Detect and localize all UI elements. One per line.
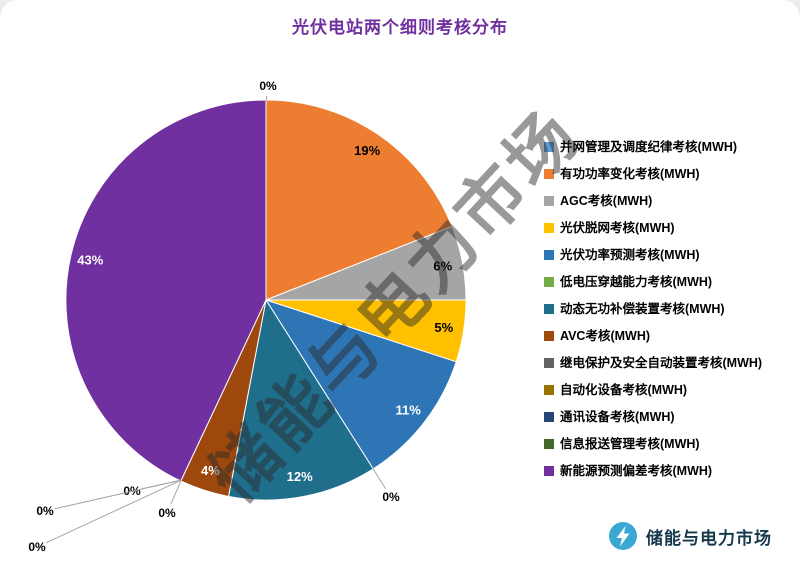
zero-slice-label: 0% <box>158 506 176 520</box>
legend-item: 信息报送管理考核(MWH) <box>544 438 794 451</box>
pie-slice <box>227 298 374 501</box>
legend-label: 通讯设备考核(MWH) <box>560 410 675 424</box>
legend-item: 新能源预测偏差考核(MWH) <box>544 465 794 478</box>
leader-line <box>265 95 268 102</box>
legend-label: 自动化设备考核(MWH) <box>560 383 688 397</box>
leader-line <box>54 479 182 510</box>
legend-label: 继电保护及安全自动装置考核(MWH) <box>560 356 763 370</box>
legend-label: AVC考核(MWH) <box>560 329 651 343</box>
legend-swatch <box>544 439 554 449</box>
legend-item: AVC考核(MWH) <box>544 330 794 343</box>
zero-slice-label: 0% <box>36 504 54 518</box>
legend-swatch <box>544 223 554 233</box>
legend-label: 光伏功率预测考核(MWH) <box>560 248 700 262</box>
legend-swatch <box>544 169 554 179</box>
legend-label: 并网管理及调度纪律考核(MWH) <box>560 140 738 154</box>
legend-item: AGC考核(MWH) <box>544 195 794 208</box>
slice-label: 43% <box>77 253 103 268</box>
legend-swatch <box>544 331 554 341</box>
legend-label: 信息报送管理考核(MWH) <box>560 437 700 451</box>
legend-label: 有功功率变化考核(MWH) <box>560 167 700 181</box>
legend-label: 低电压穿越能力考核(MWH) <box>560 275 713 289</box>
footer-brand-text: 储能与电力市场 <box>646 528 772 548</box>
slice-label: 4% <box>201 463 220 478</box>
legend-swatch <box>544 358 554 368</box>
legend-label: 新能源预测偏差考核(MWH) <box>560 464 713 478</box>
legend-swatch <box>544 250 554 260</box>
zero-slice-label: 0% <box>259 79 277 93</box>
zero-slice-label: 0% <box>28 540 46 554</box>
brand-logo-icon <box>609 522 637 550</box>
legend-swatch <box>544 385 554 395</box>
leader-line <box>372 467 387 489</box>
pie-slice <box>265 99 453 301</box>
legend-item: 自动化设备考核(MWH) <box>544 384 794 397</box>
legend-swatch <box>544 277 554 287</box>
legend-swatch <box>544 412 554 422</box>
pie-slice <box>264 299 457 470</box>
leader-line <box>45 479 182 544</box>
legend-item: 通讯设备考核(MWH) <box>544 411 794 424</box>
zero-slice-label: 0% <box>382 490 400 504</box>
legend-item: 低电压穿越能力考核(MWH) <box>544 276 794 289</box>
leader-line <box>170 479 182 504</box>
slice-label: 12% <box>287 469 313 484</box>
legend-swatch <box>544 196 554 206</box>
legend-swatch <box>544 304 554 314</box>
slice-label: 6% <box>433 258 452 273</box>
slice-label: 11% <box>396 402 422 417</box>
slice-label: 19% <box>354 143 380 158</box>
legend-item: 光伏功率预测考核(MWH) <box>544 249 794 262</box>
legend-item: 继电保护及安全自动装置考核(MWH) <box>544 357 794 370</box>
pie-slice <box>65 99 267 482</box>
legend: 并网管理及调度纪律考核(MWH) 有功功率变化考核(MWH) AGC考核(MWH) 光… <box>544 141 794 492</box>
legend-label: 动态无功补偿装置考核(MWH) <box>560 302 725 316</box>
chart-title: 光伏电站两个细则考核分布 <box>292 18 508 37</box>
legend-item: 并网管理及调度纪律考核(MWH) <box>544 141 794 154</box>
footer-brand: 储能与电力市场 <box>608 521 772 551</box>
legend-swatch <box>544 466 554 476</box>
legend-swatch <box>544 142 554 152</box>
legend-item: 动态无功补偿装置考核(MWH) <box>544 303 794 316</box>
legend-item: 有功功率变化考核(MWH) <box>544 168 794 181</box>
legend-item: 光伏脱网考核(MWH) <box>544 222 794 235</box>
legend-label: 光伏脱网考核(MWH) <box>560 221 675 235</box>
slice-label: 5% <box>434 320 453 335</box>
legend-label: AGC考核(MWH) <box>560 194 653 208</box>
